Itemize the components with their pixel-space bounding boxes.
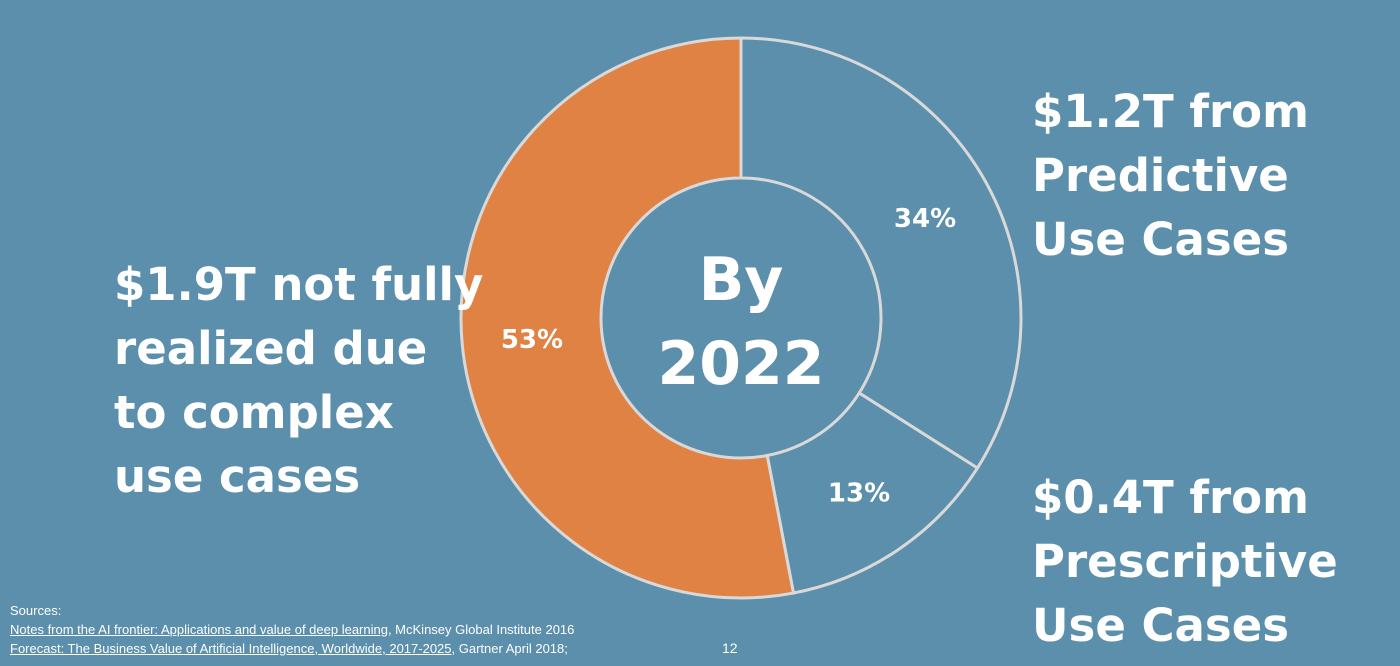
unrealized-value-label: $1.9T not fully realized due to complex … (114, 253, 483, 509)
source-line-1: Notes from the AI frontier: Applications… (10, 620, 574, 639)
predictive-line-3: Use Cases (1032, 213, 1289, 266)
unrealized-line-1: $1.9T not fully (114, 258, 484, 311)
page-number: 12 (722, 640, 738, 656)
unrealized-line-2: realized due (114, 322, 428, 375)
predictive-line-2: Predictive (1032, 149, 1289, 202)
prescriptive-line-3: Use Cases (1032, 599, 1289, 652)
prescriptive-line-2: Prescriptive (1032, 535, 1338, 588)
center-text-line-2: 2022 (658, 329, 825, 399)
prescriptive-line-1: $0.4T from (1032, 471, 1309, 524)
donut-slice-2 (765, 390, 980, 595)
source-line-2: Forecast: The Business Value of Artifici… (10, 639, 574, 658)
prescriptive-value-label: $0.4T from Prescriptive Use Cases (1032, 466, 1338, 658)
mckinsey-source-link[interactable]: Notes from the AI frontier: Applications… (10, 622, 388, 637)
donut-slice-3 (459, 36, 796, 600)
slice-percent-label-2: 13% (828, 479, 890, 509)
sources-block: Sources: Notes from the AI frontier: App… (10, 601, 574, 658)
predictive-value-label: $1.2T from Predictive Use Cases (1032, 80, 1309, 272)
donut-slice-1 (739, 36, 1023, 471)
center-text-line-1: By (699, 245, 784, 315)
gartner-source-publisher: , Gartner April 2018; (451, 641, 568, 656)
unrealized-line-3: to complex (114, 386, 394, 439)
gartner-source-link[interactable]: Forecast: The Business Value of Artifici… (10, 641, 452, 656)
sources-heading: Sources: (10, 603, 62, 618)
mckinsey-source-publisher: , McKinsey Global Institute 2016 (387, 622, 575, 637)
slice-percent-label-3: 53% (501, 325, 563, 355)
unrealized-line-4: use cases (114, 450, 361, 503)
slice-percent-label-1: 34% (894, 204, 956, 234)
predictive-line-1: $1.2T from (1032, 85, 1309, 138)
